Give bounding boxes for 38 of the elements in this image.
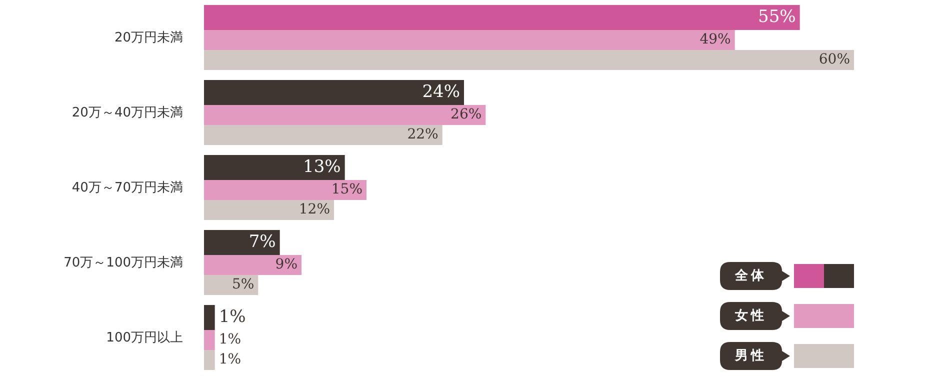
data-label: 9% bbox=[275, 256, 298, 273]
y-tick-label: 70万～100万円未満 bbox=[64, 256, 183, 271]
data-label: 22% bbox=[407, 126, 438, 143]
data-label: 49% bbox=[700, 32, 731, 48]
bar bbox=[204, 80, 464, 105]
bar bbox=[204, 305, 215, 330]
y-tick-label: 20万～40万円未満 bbox=[72, 106, 183, 121]
bar bbox=[204, 255, 302, 275]
bar bbox=[204, 180, 366, 200]
data-label: 26% bbox=[450, 106, 482, 123]
bar bbox=[204, 230, 280, 255]
bar bbox=[204, 5, 800, 30]
data-label: 7% bbox=[248, 232, 276, 252]
data-label: 1% bbox=[218, 306, 246, 327]
y-tick-label: 20万円未満 bbox=[114, 30, 183, 46]
bar bbox=[204, 125, 442, 145]
legend-label: 男性 bbox=[734, 348, 767, 364]
bar bbox=[204, 50, 854, 70]
y-tick-label: 40万～70万円未満 bbox=[72, 180, 183, 196]
data-label: 12% bbox=[298, 202, 330, 218]
y-tick-label: 100万円以上 bbox=[106, 330, 183, 346]
data-label: 15% bbox=[331, 182, 362, 198]
bar bbox=[204, 330, 215, 350]
data-label: 13% bbox=[303, 156, 341, 177]
bar bbox=[204, 350, 215, 370]
data-label: 60% bbox=[818, 52, 850, 68]
bar bbox=[204, 275, 258, 295]
data-label: 1% bbox=[218, 352, 242, 368]
data-label: 55% bbox=[758, 6, 796, 27]
bar bbox=[204, 30, 735, 50]
legend-label: 女性 bbox=[734, 308, 767, 324]
bar bbox=[204, 155, 345, 180]
data-label: 5% bbox=[232, 276, 254, 293]
data-label: 24% bbox=[422, 82, 460, 102]
bar bbox=[204, 105, 486, 125]
legend-label: 全体 bbox=[734, 268, 767, 284]
data-label: 1% bbox=[218, 332, 242, 348]
bar bbox=[204, 200, 334, 220]
